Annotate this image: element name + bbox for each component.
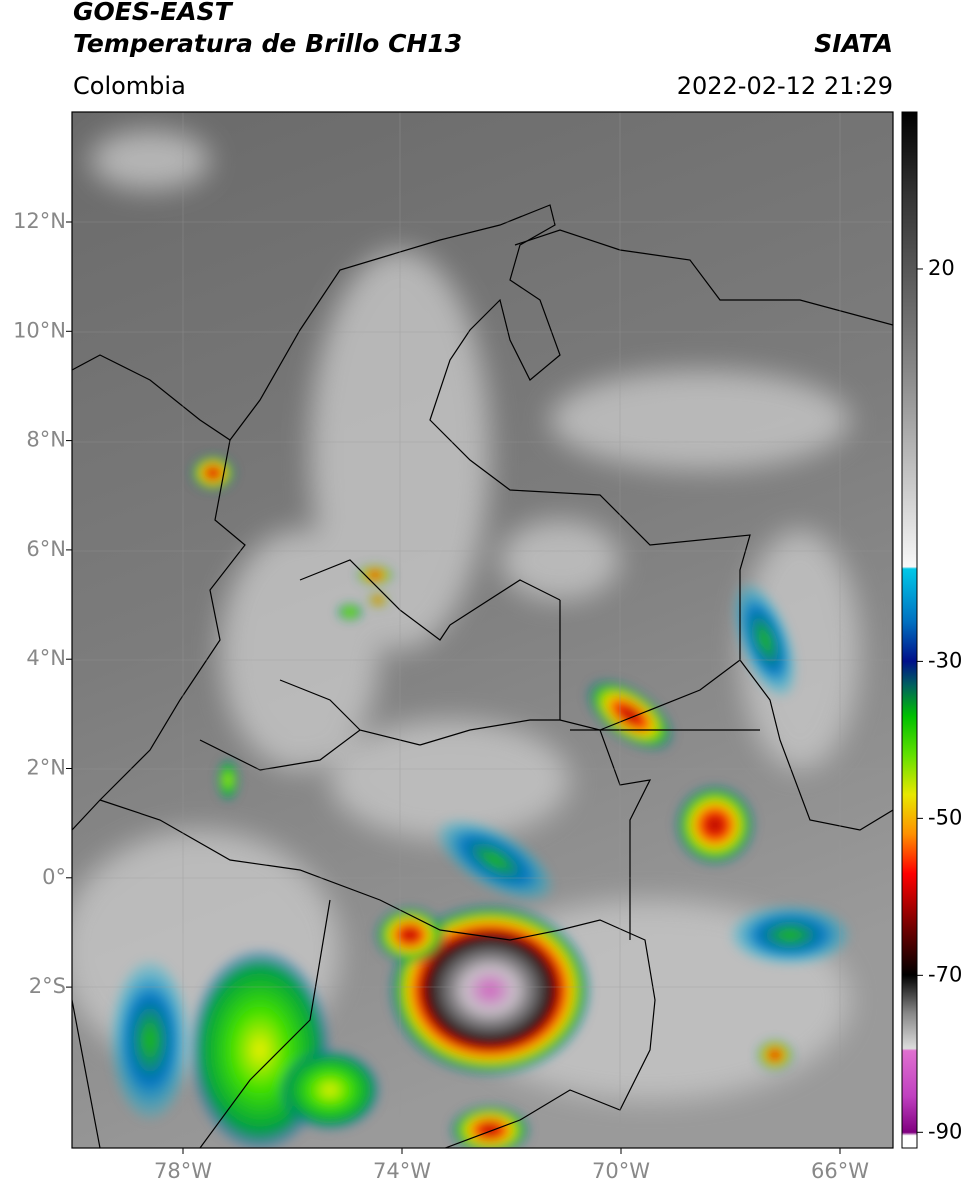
lon-label: 70°W: [592, 1159, 650, 1183]
lat-label: 10°N: [13, 318, 66, 342]
subtitle: Temperatura de Brillo CH13: [73, 29, 462, 58]
colorbar: [901, 111, 918, 1149]
colorbar-tick-label: -70: [928, 962, 962, 986]
graticule: [72, 112, 893, 1148]
map-frame: [71, 111, 894, 1149]
colorbar-tick-label: -50: [928, 805, 962, 829]
source: SIATA: [814, 29, 893, 58]
lat-label: 12°N: [13, 209, 66, 233]
lat-label: 0°: [42, 865, 66, 889]
lat-label: 8°N: [26, 428, 66, 452]
satellite-image: [72, 112, 893, 1148]
lon-label: 74°W: [373, 1159, 431, 1183]
lat-label: 2°N: [26, 756, 66, 780]
lat-label: 4°N: [26, 646, 66, 670]
region: Colombia: [73, 72, 186, 100]
colorbar-tick-label: -90: [928, 1119, 962, 1143]
lat-label: 2°S: [29, 974, 66, 998]
lat-label: 6°N: [26, 537, 66, 561]
lon-label: 66°W: [811, 1159, 869, 1183]
colorbar-tick-label: -30: [928, 648, 962, 672]
lon-label: 78°W: [154, 1159, 212, 1183]
colorbar-tick-label: 20: [928, 256, 955, 280]
title: GOES-EAST: [73, 0, 234, 26]
timestamp: 2022-02-12 21:29: [677, 72, 893, 100]
